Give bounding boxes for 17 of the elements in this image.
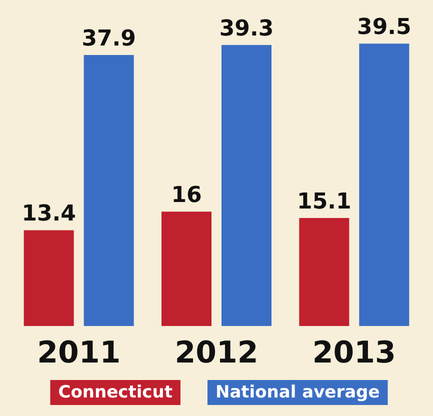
- x-tick-label: 2012: [174, 336, 258, 370]
- bar: [299, 218, 350, 326]
- data-label: 37.9: [82, 26, 136, 52]
- text: National average: [215, 382, 380, 402]
- data-label: 15.1: [297, 190, 352, 215]
- bar: [359, 44, 410, 326]
- x-tick-label: 2011: [37, 336, 121, 370]
- data-label: 13.4: [22, 202, 76, 227]
- bar: [84, 55, 134, 326]
- data-label: 16: [171, 183, 202, 208]
- bar: [222, 45, 272, 326]
- x-tick-label: 2013: [312, 336, 396, 370]
- bar: [24, 230, 74, 326]
- text: Connecticut: [58, 382, 172, 402]
- data-label: 39.5: [357, 15, 412, 40]
- bar: [162, 212, 212, 326]
- data-label: 39.3: [219, 16, 274, 42]
